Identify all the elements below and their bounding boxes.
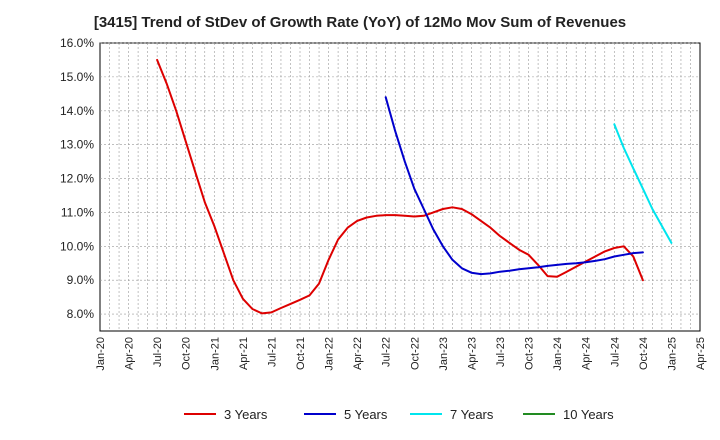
x-tick-label: Oct-20 <box>181 337 193 370</box>
legend-label: 10 Years <box>563 407 614 422</box>
y-tick-label: 10.0% <box>60 239 94 253</box>
series-line-7-years <box>613 123 673 244</box>
x-tick-label: Jul-21 <box>266 337 278 367</box>
x-tick-label: Oct-22 <box>409 337 421 370</box>
legend-label: 7 Years <box>450 407 494 422</box>
x-tick-label: Jan-25 <box>666 337 678 371</box>
x-axis: Jan-20 Apr-20 Jul-20 Oct-20 Jan-21 Apr-21 Jul-… <box>95 337 707 371</box>
y-tick-label: 16.0% <box>60 36 94 50</box>
x-tick-label: Jul-20 <box>152 337 164 367</box>
x-tick-label: Oct-23 <box>524 337 536 370</box>
x-tick-label: Jan-22 <box>324 337 336 371</box>
y-tick-label: 8.0% <box>67 307 95 321</box>
y-tick-label: 11.0% <box>61 205 94 219</box>
x-tick-label: Jul-24 <box>609 337 621 367</box>
x-tick-label: Apr-22 <box>352 337 364 370</box>
x-tick-label: Oct-24 <box>638 337 650 370</box>
x-tick-label: Jul-22 <box>381 337 393 367</box>
legend-label: 5 Years <box>344 407 388 422</box>
grid-lines <box>100 42 700 331</box>
x-tick-label: Apr-21 <box>238 337 250 370</box>
x-tick-label: Jan-20 <box>95 337 107 371</box>
y-tick-label: 12.0% <box>60 172 94 186</box>
plot-area <box>99 42 701 332</box>
series-line-3-years <box>156 58 644 315</box>
x-tick-label: Jul-23 <box>495 337 507 367</box>
y-tick-label: 15.0% <box>60 70 94 84</box>
x-tick-label: Oct-21 <box>295 337 307 370</box>
legend: 3 Years 5 Years 7 Years 10 Years <box>184 407 614 422</box>
x-tick-label: Apr-23 <box>466 337 478 370</box>
y-tick-label: 13.0% <box>60 138 94 152</box>
x-tick-label: Apr-25 <box>695 337 707 370</box>
x-tick-label: Apr-20 <box>124 337 136 370</box>
y-tick-label: 9.0% <box>67 273 95 287</box>
chart-title: [3415] Trend of StDev of Growth Rate (Yo… <box>93 14 627 31</box>
series-line-5-years <box>384 96 644 276</box>
series-lines <box>156 58 673 315</box>
x-tick-label: Jan-21 <box>209 337 221 371</box>
y-axis: 8.0% 9.0% 10.0% 11.0% 12.0% 13.0% 14.0% 15.0% 16… <box>60 36 94 321</box>
x-tick-label: Jan-24 <box>552 337 564 371</box>
x-tick-label: Apr-24 <box>581 337 593 370</box>
x-tick-label: Jan-23 <box>438 337 450 371</box>
y-tick-label: 14.0% <box>60 104 94 118</box>
legend-label: 3 Years <box>224 407 268 422</box>
